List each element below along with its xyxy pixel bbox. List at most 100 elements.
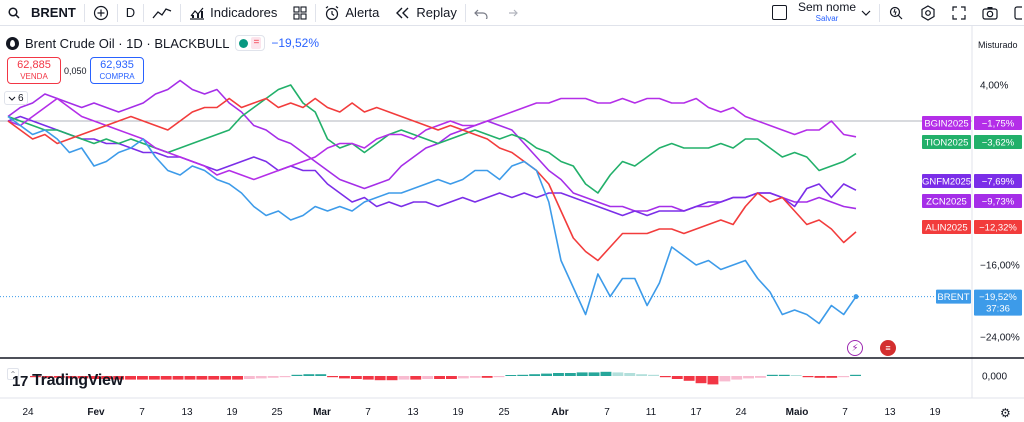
series-name-tag [922,174,971,188]
histogram-bar [41,376,53,378]
histogram-bar [434,376,445,379]
indicators-button[interactable]: Indicadores [181,0,285,26]
top-toolbar: BRENT D Indicadores Alerta Replay Sem no… [0,0,1024,26]
histogram-bar [493,376,505,378]
settings-button[interactable] [912,0,944,26]
legend-status-pill[interactable]: = [235,35,266,51]
x-tick-label: 7 [842,407,848,418]
comparison-chart[interactable]: 4,00%0,00%−16,00%−24,00% 0,000 BGIN2025−… [0,26,1024,422]
lightning-event-icon[interactable]: ⚡ [847,340,863,356]
y-tick-label: −16,00% [980,261,1020,272]
series-label-tion: TION2025 −3,62% [922,135,1022,149]
tradingview-logo-text: TradingView [32,372,123,389]
x-tick-label: 7 [604,407,610,418]
pane-collapse-icon[interactable]: ⌃ [7,368,19,380]
x-tick-label: 24 [22,407,34,418]
camera-icon [982,6,998,20]
interval-button[interactable]: D [118,0,143,26]
histogram-bar [160,376,172,380]
layout-save[interactable]: Salvar [815,13,839,23]
x-tick-label: 19 [226,407,238,418]
histogram-bar [30,376,41,378]
histogram-bar [731,376,743,380]
series-name-tag [936,289,971,304]
histogram-bar [659,376,671,378]
axes: 4,00%0,00%−16,00%−24,00% [0,26,1024,399]
chevron-down-icon [8,96,16,101]
histogram-bar [755,376,766,378]
x-tick-label: 19 [929,407,941,418]
chart-type-button[interactable] [144,0,180,26]
indicators-icon [190,7,205,20]
histogram-bar [778,374,790,376]
alert-button[interactable]: Alerta [316,0,387,26]
histogram-bar [89,376,101,379]
series-name-tag [922,194,971,208]
redo-button[interactable] [496,0,526,26]
histogram-bar [410,376,422,380]
histogram-bar [196,376,208,380]
time-axis-settings-icon[interactable]: ⚙ [1000,406,1011,420]
histogram-bar [422,376,434,379]
histogram-bar [53,376,65,378]
x-tick-label: 7 [365,407,371,418]
screenshot-button[interactable] [974,0,1006,26]
symbol-search[interactable]: BRENT [0,0,84,26]
histogram-bar [850,374,861,376]
series-label-gnfm: GNFM2025 −7,69% [922,174,1022,188]
histogram-bar [315,374,327,376]
compare-button[interactable] [85,0,117,26]
sell-price: 62,885 [17,59,51,71]
histogram-bar [814,376,826,378]
series-label-alin: ALIN2025 −12,32% [922,220,1022,234]
legend-collapse-button[interactable]: 6 [4,91,28,105]
toolbar-divider [83,3,85,22]
layout-checkbox-icon [771,5,787,20]
series-value-text: −7,69% [982,177,1015,188]
x-tick-label: 17 [690,407,702,418]
line-chart-icon [152,7,172,18]
spread-value: 0,050 [64,66,87,76]
x-tick-label: Mar [313,407,331,418]
series-name-tag [922,116,971,130]
histogram-bar [339,376,350,379]
x-tick-label: 19 [452,407,464,418]
histogram-bar [790,375,802,376]
undo-button[interactable] [466,0,496,26]
legend-title: Brent Crude Oil · 1D · BLACKBULL [25,35,230,51]
publish-button[interactable] [1006,0,1024,26]
layout-select[interactable]: Sem nome Salvar [764,0,879,26]
rewind-icon [396,7,409,18]
fullscreen-button[interactable] [944,0,974,26]
sell-button[interactable]: 62,885 VENDA [7,57,61,84]
search-icon [8,6,20,19]
histogram-bar [695,376,707,384]
series-value-tag [974,116,1022,130]
replay-button[interactable]: Replay [387,0,464,26]
toolbar-divider [180,3,182,22]
x-tick-label: Abr [551,407,568,418]
x-tick-label: Maio [786,407,809,418]
histogram-bar [576,372,588,376]
histogram-bar [125,376,136,380]
histogram-bar [707,376,719,385]
us-flag-event-icon[interactable]: ≡ [880,340,896,356]
series-label-bgin: BGIN2025 −1,75% [922,116,1022,130]
countdown-text: 37:36 [986,304,1010,315]
grid-icon [293,5,307,20]
symbol-legend[interactable]: Brent Crude Oil · 1D · BLACKBULL = −19,5… [6,35,319,51]
histogram-bar [137,376,148,380]
toolbar-divider [143,3,145,22]
layout-grid-button[interactable] [285,0,315,26]
quick-search-button[interactable] [880,0,912,26]
scale-mode-label[interactable]: Misturado [978,40,1018,50]
series-line-alin [7,97,857,262]
histogram-bar [446,376,457,379]
histogram-bar [362,376,374,380]
histogram-bar [374,376,386,381]
histogram-bar [648,374,659,376]
series-line-tion [7,84,857,194]
buy-button[interactable]: 62,935 COMPRA [90,57,144,84]
undo-icon [473,9,488,19]
tradingview-logo[interactable]: 17 TradingView [12,372,123,390]
